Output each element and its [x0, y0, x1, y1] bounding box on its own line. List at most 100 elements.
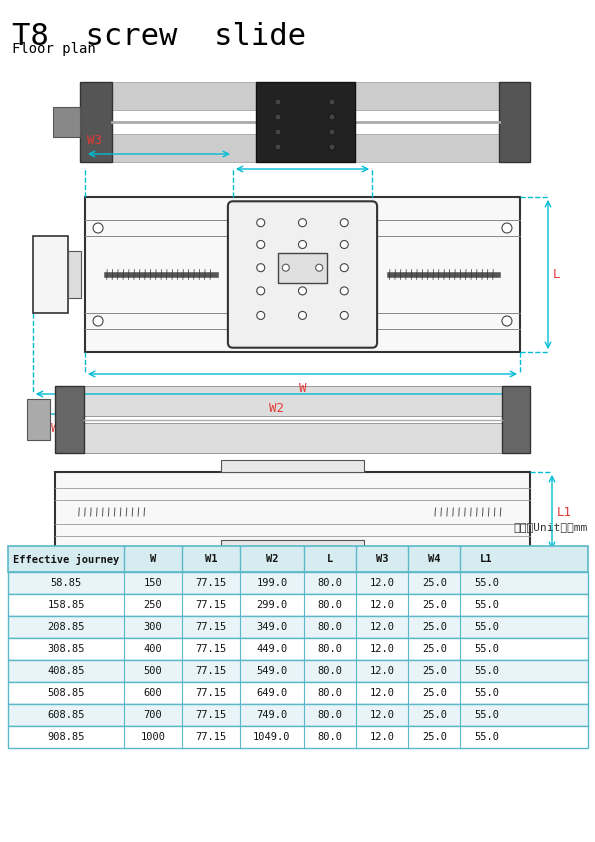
- Text: Floor plan: Floor plan: [12, 42, 96, 56]
- Text: 55.0: 55.0: [474, 732, 499, 742]
- Text: 908.85: 908.85: [47, 732, 84, 742]
- Circle shape: [329, 99, 335, 105]
- Text: 单位（Unit）：mm: 单位（Unit）：mm: [513, 522, 588, 532]
- Text: 58.85: 58.85: [51, 578, 82, 588]
- Text: 77.15: 77.15: [195, 600, 227, 610]
- Bar: [221, 460, 364, 472]
- Circle shape: [256, 264, 265, 272]
- Circle shape: [299, 287, 306, 295]
- Bar: [33, 236, 68, 313]
- Text: 1000: 1000: [140, 732, 165, 742]
- Circle shape: [93, 316, 103, 326]
- Text: 349.0: 349.0: [256, 622, 287, 632]
- Text: 55.0: 55.0: [474, 710, 499, 720]
- Circle shape: [329, 114, 335, 120]
- Text: 77.15: 77.15: [195, 622, 227, 632]
- Bar: [255, 82, 355, 162]
- Text: 250: 250: [143, 600, 162, 610]
- Text: 12.0: 12.0: [369, 644, 394, 654]
- Bar: [85, 197, 520, 352]
- Bar: [111, 82, 499, 110]
- Circle shape: [256, 287, 265, 295]
- Text: 80.0: 80.0: [317, 622, 342, 632]
- Text: 55.0: 55.0: [474, 578, 499, 588]
- Bar: [27, 399, 50, 440]
- Bar: [80, 82, 111, 162]
- Circle shape: [299, 264, 306, 272]
- Text: 25.0: 25.0: [422, 578, 447, 588]
- Text: 77.15: 77.15: [195, 688, 227, 698]
- Bar: [55, 472, 530, 552]
- Text: L1: L1: [480, 554, 493, 564]
- Text: 549.0: 549.0: [256, 666, 287, 676]
- Circle shape: [256, 241, 265, 248]
- Text: 55.0: 55.0: [474, 622, 499, 632]
- Bar: [8, 546, 588, 572]
- Bar: [111, 134, 499, 162]
- Text: 199.0: 199.0: [256, 578, 287, 588]
- Text: W2: W2: [265, 554, 278, 564]
- Text: 408.85: 408.85: [47, 666, 84, 676]
- Bar: [83, 386, 502, 416]
- Text: 25.0: 25.0: [422, 644, 447, 654]
- Circle shape: [275, 129, 281, 135]
- Text: 55.0: 55.0: [474, 666, 499, 676]
- Text: 77.15: 77.15: [195, 710, 227, 720]
- Bar: [8, 638, 588, 660]
- Circle shape: [329, 144, 335, 150]
- Text: W3: W3: [376, 554, 389, 564]
- Text: 749.0: 749.0: [256, 710, 287, 720]
- Text: 12.0: 12.0: [369, 622, 394, 632]
- Text: W2: W2: [269, 402, 284, 415]
- Text: 77.15: 77.15: [195, 732, 227, 742]
- Circle shape: [275, 99, 281, 105]
- Bar: [8, 704, 588, 726]
- Text: 12.0: 12.0: [369, 710, 394, 720]
- Circle shape: [502, 316, 512, 326]
- Text: 12.0: 12.0: [369, 666, 394, 676]
- Circle shape: [282, 264, 289, 271]
- Text: 508.85: 508.85: [47, 688, 84, 698]
- Text: 299.0: 299.0: [256, 600, 287, 610]
- Text: L: L: [553, 268, 560, 281]
- Text: 208.85: 208.85: [47, 622, 84, 632]
- Bar: [8, 572, 588, 594]
- Text: 449.0: 449.0: [256, 644, 287, 654]
- Bar: [221, 540, 364, 560]
- Text: 25.0: 25.0: [422, 622, 447, 632]
- Text: W: W: [150, 554, 156, 564]
- Bar: [8, 660, 588, 682]
- Circle shape: [93, 223, 103, 233]
- Circle shape: [329, 129, 335, 135]
- Text: 25.0: 25.0: [422, 600, 447, 610]
- Bar: [8, 682, 588, 704]
- Circle shape: [340, 312, 348, 319]
- Text: 12.0: 12.0: [369, 688, 394, 698]
- Circle shape: [256, 219, 265, 226]
- Text: W1: W1: [295, 150, 310, 163]
- Text: 80.0: 80.0: [317, 732, 342, 742]
- FancyBboxPatch shape: [228, 201, 377, 348]
- Circle shape: [340, 241, 348, 248]
- Bar: [502, 386, 530, 453]
- Text: W4: W4: [428, 554, 440, 564]
- Text: 608.85: 608.85: [47, 710, 84, 720]
- Bar: [8, 726, 588, 748]
- Text: 1049.0: 1049.0: [253, 732, 290, 742]
- Circle shape: [316, 264, 322, 271]
- Text: 158.85: 158.85: [47, 600, 84, 610]
- Text: W: W: [299, 382, 306, 395]
- Text: 12.0: 12.0: [369, 600, 394, 610]
- Text: 80.0: 80.0: [317, 644, 342, 654]
- Circle shape: [502, 223, 512, 233]
- Text: Effective journey: Effective journey: [13, 553, 119, 564]
- Text: L: L: [327, 554, 333, 564]
- Circle shape: [275, 144, 281, 150]
- Text: 12.0: 12.0: [369, 578, 394, 588]
- Bar: [8, 594, 588, 616]
- Circle shape: [340, 219, 348, 226]
- Text: 12.0: 12.0: [369, 732, 394, 742]
- Text: 700: 700: [143, 710, 162, 720]
- Bar: [68, 251, 81, 298]
- Text: 80.0: 80.0: [317, 710, 342, 720]
